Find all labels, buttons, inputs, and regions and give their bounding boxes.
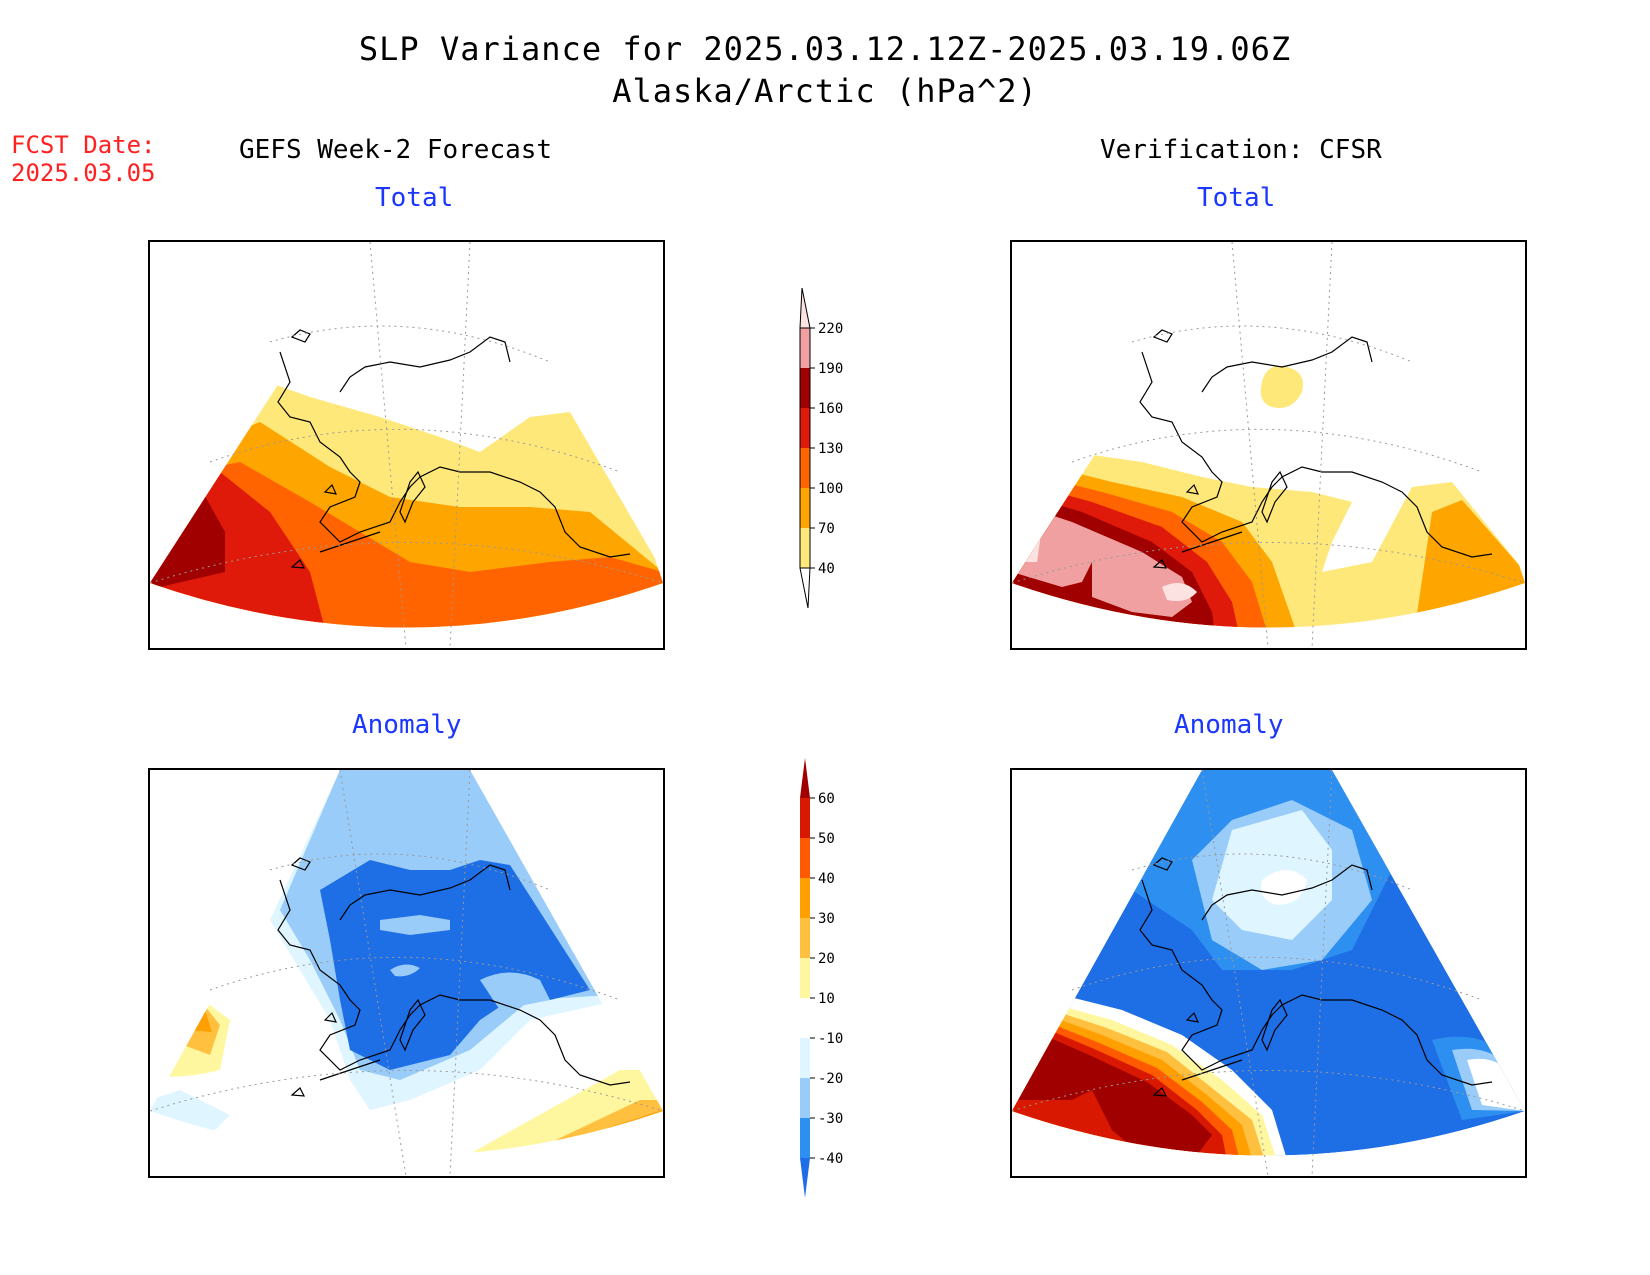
colorbar-swatch bbox=[800, 328, 810, 368]
colorbar-swatch bbox=[800, 368, 810, 408]
colorbar-swatch bbox=[800, 838, 810, 878]
gefs-total-map bbox=[148, 240, 665, 650]
colorbar-swatch bbox=[800, 918, 810, 958]
colorbar-tick-label: 130 bbox=[818, 441, 843, 457]
anomaly-colorbar: -40 -30 -20 -10 10 20 30 40 50 60 bbox=[800, 758, 843, 1197]
cfsr-total-map bbox=[1010, 240, 1527, 650]
left-column-title: GEFS Week-2 Forecast bbox=[239, 135, 553, 165]
total-colorbar: 40 70 100 130 160 190 220 bbox=[799, 287, 843, 608]
colorbar-end-low bbox=[799, 567, 811, 608]
colorbar-swatch bbox=[800, 408, 810, 448]
colorbar-tick-label: 50 bbox=[818, 831, 835, 847]
colorbar-tick-label: 100 bbox=[818, 481, 843, 497]
colorbar-tick-label: -10 bbox=[818, 1031, 843, 1047]
colorbar-tick-label: 220 bbox=[818, 321, 843, 337]
colorbar-swatch bbox=[800, 798, 810, 838]
forecast-date-label: FCST Date: bbox=[11, 131, 156, 159]
colorbar-tick-label: 20 bbox=[818, 951, 835, 967]
colorbar-tick-label: 60 bbox=[818, 791, 835, 807]
cfsr-anomaly-label: Anomaly bbox=[1174, 710, 1284, 740]
colorbar-tick-label: 40 bbox=[818, 871, 835, 887]
colorbar-tick-label: -30 bbox=[818, 1111, 843, 1127]
colorbar-tick-label: -20 bbox=[818, 1071, 843, 1087]
map-subtitle: Alaska/Arctic (hPa^2) bbox=[612, 72, 1038, 110]
colorbar-swatch bbox=[800, 448, 810, 488]
cfsr-anomaly-map bbox=[1010, 768, 1527, 1178]
gefs-total-label: Total bbox=[375, 183, 454, 213]
colorbar-swatch bbox=[800, 878, 810, 918]
colorbar-swatch bbox=[800, 1038, 810, 1078]
colorbar-tick-label: 10 bbox=[818, 991, 835, 1007]
colorbar-tick-label: 160 bbox=[818, 401, 843, 417]
colorbar-swatch bbox=[800, 1078, 810, 1118]
colorbar-swatch bbox=[800, 1118, 810, 1158]
gefs-anomaly-label: Anomaly bbox=[352, 710, 462, 740]
forecast-date-value: 2025.03.05 bbox=[11, 159, 156, 187]
cfsr-total-label: Total bbox=[1197, 183, 1276, 213]
colorbar-tick-label: 70 bbox=[818, 521, 835, 537]
colorbar-end-high bbox=[800, 758, 810, 798]
right-column-title: Verification: CFSR bbox=[1100, 135, 1382, 165]
colorbar-tick-label: -40 bbox=[818, 1151, 843, 1167]
colorbar-end-high bbox=[799, 287, 811, 329]
colorbar-swatch bbox=[800, 488, 810, 528]
map-title: SLP Variance for 2025.03.12.12Z-2025.03.… bbox=[358, 30, 1292, 68]
gefs-anomaly-map bbox=[148, 768, 665, 1178]
colorbar-end-low bbox=[800, 1158, 810, 1197]
colorbar-tick-label: 40 bbox=[818, 561, 835, 577]
colorbar-swatch bbox=[800, 958, 810, 998]
colorbar-swatch bbox=[800, 998, 810, 1038]
colorbar-tick-label: 30 bbox=[818, 911, 835, 927]
colorbar-tick-label: 190 bbox=[818, 361, 843, 377]
colorbar-swatch bbox=[800, 528, 810, 568]
